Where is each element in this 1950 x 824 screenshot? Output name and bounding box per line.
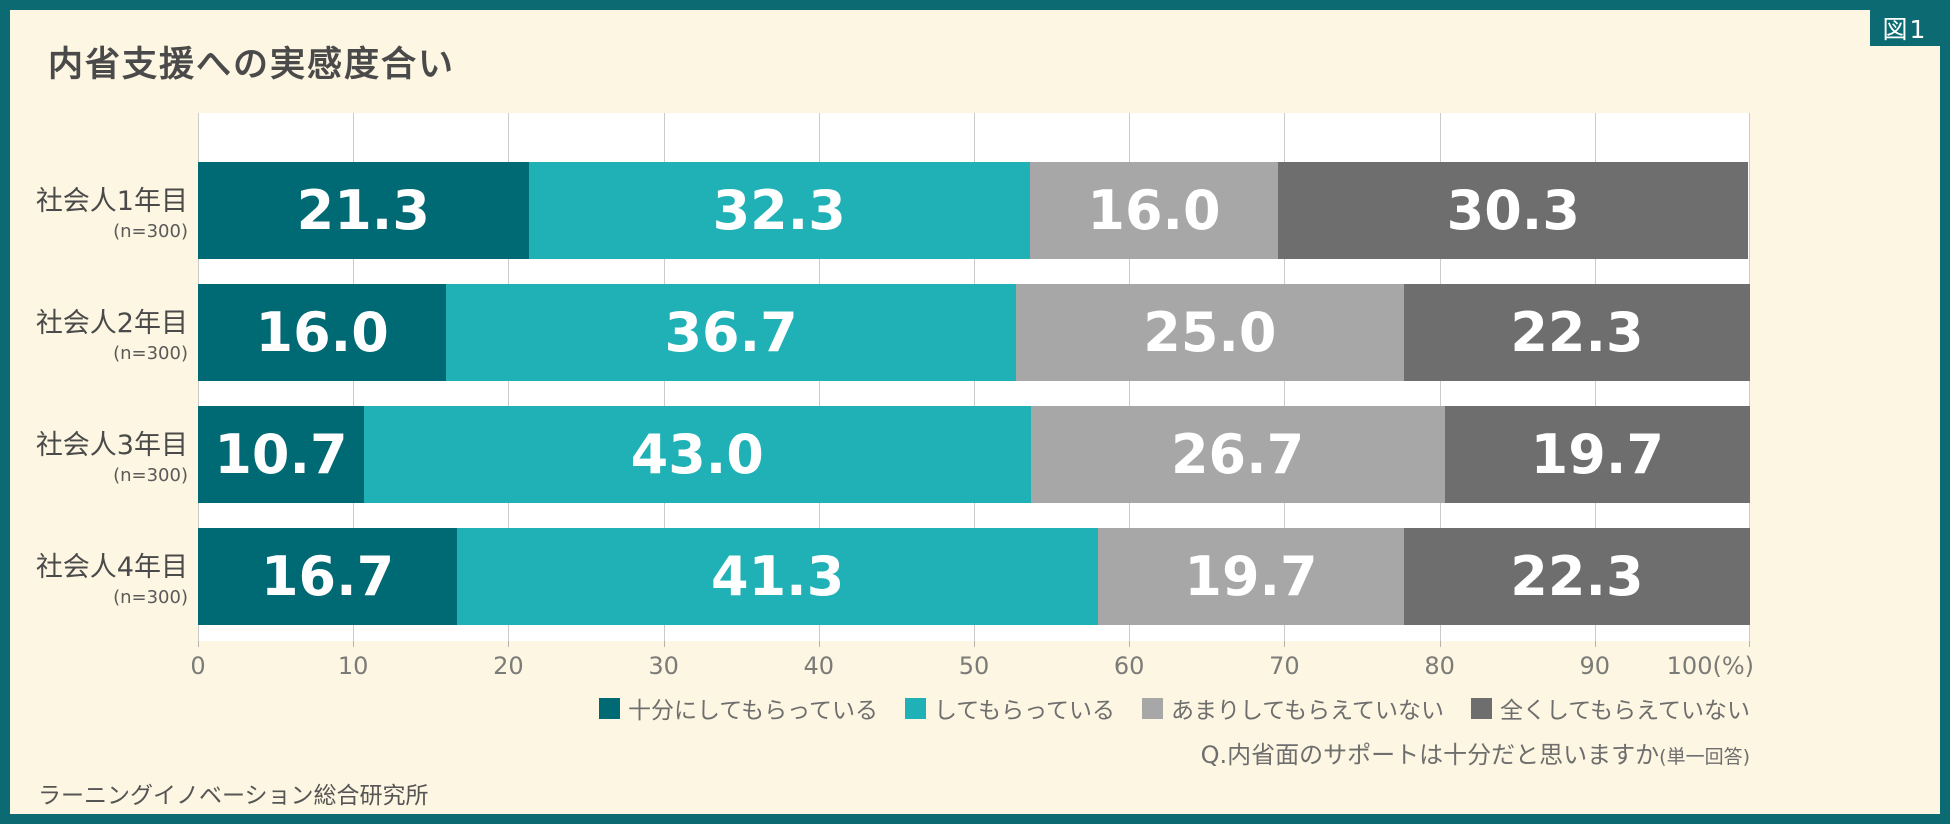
source-label: ラーニングイノベーション総合研究所 bbox=[38, 783, 429, 809]
bar-segment-十分にしてもらっている: 16.7 bbox=[198, 528, 458, 625]
row-label-text: 社会人4年目 bbox=[35, 552, 188, 583]
bar-segment-全くしてもらえていない: 22.3 bbox=[1403, 528, 1750, 625]
legend-label: してもらっている bbox=[933, 698, 1115, 724]
axis-tick-label: 0 bbox=[190, 652, 206, 680]
row-label-text: 社会人1年目 bbox=[35, 186, 188, 217]
bar-row: 16.7 41.3 19.7 22.3 bbox=[198, 528, 1750, 625]
bar-segment-してもらっている: 32.3 bbox=[528, 162, 1030, 259]
row-label-n: (n=300) bbox=[113, 343, 188, 364]
legend-item: してもらっている bbox=[904, 691, 1115, 725]
bar-segment-あまりしてもらえていない: 16.0 bbox=[1029, 162, 1279, 259]
bar-segment-十分にしてもらっている: 10.7 bbox=[198, 406, 364, 503]
legend-label: 全くしてもらえていない bbox=[1499, 698, 1750, 724]
axis-tick bbox=[663, 641, 665, 647]
axis-tick-label: 80 bbox=[1424, 652, 1455, 680]
axis-tick-label: 70 bbox=[1269, 652, 1300, 680]
survey-question-text: Q.内省面のサポートは十分だと思いますか bbox=[1200, 741, 1660, 769]
legend-item: 十分にしてもらっている bbox=[598, 691, 878, 725]
row-label-text: 社会人3年目 bbox=[35, 430, 188, 461]
bar-rows: 21.3 32.3 16.0 30.3 16.0 36.7 25.0 22.3 10.7 43.0… bbox=[198, 162, 1750, 650]
axis-tick-label: 10 bbox=[337, 652, 369, 680]
axis-tick bbox=[353, 641, 355, 647]
legend-label: 十分にしてもらっている bbox=[627, 698, 878, 724]
legend-label: あまりしてもらえていない bbox=[1170, 698, 1444, 724]
bar-segment-あまりしてもらえていない: 25.0 bbox=[1015, 284, 1404, 381]
bar-row: 21.3 32.3 16.0 30.3 bbox=[198, 162, 1750, 259]
axis-tick-label: 30 bbox=[648, 652, 679, 680]
x-axis: 0 10 20 30 40 50 60 70 80 90 100(%) bbox=[190, 641, 1754, 685]
row-label-n: (n=300) bbox=[113, 465, 188, 486]
row-label: 社会人4年目 (n=300) bbox=[20, 528, 188, 625]
bar-row: 10.7 43.0 26.7 19.7 bbox=[198, 406, 1750, 503]
row-label: 社会人2年目 (n=300) bbox=[20, 284, 188, 381]
legend-swatch bbox=[598, 697, 620, 719]
bar-segment-全くしてもらえていない: 22.3 bbox=[1403, 284, 1750, 381]
row-label-n: (n=300) bbox=[113, 221, 188, 242]
axis-tick bbox=[198, 641, 199, 647]
axis-tick bbox=[1439, 641, 1441, 647]
row-label: 社会人1年目 (n=300) bbox=[20, 162, 188, 259]
axis-tick bbox=[818, 641, 820, 647]
axis-tick bbox=[1129, 641, 1131, 647]
axis-tick-label: 50 bbox=[958, 652, 990, 680]
survey-question: Q.内省面のサポートは十分だと思いますか(単一回答) bbox=[198, 735, 1750, 770]
bar-segment-してもらっている: 43.0 bbox=[363, 406, 1031, 503]
survey-question-note: (単一回答) bbox=[1659, 746, 1750, 768]
bar-segment-十分にしてもらっている: 16.0 bbox=[198, 284, 447, 381]
axis-tick-label: 100(%) bbox=[1666, 652, 1754, 680]
category-labels: 社会人1年目 (n=300) 社会人2年目 (n=300) 社会人3年目 (n=300) 社… bbox=[20, 162, 188, 650]
axis-tick-label: 40 bbox=[803, 652, 835, 680]
bar-row: 16.0 36.7 25.0 22.3 bbox=[198, 284, 1750, 381]
legend-item: 全くしてもらえていない bbox=[1470, 691, 1750, 725]
axis-tick bbox=[974, 641, 975, 647]
legend-swatch bbox=[1141, 697, 1163, 719]
axis-tick-label: 90 bbox=[1579, 652, 1611, 680]
figure-badge: 図1 bbox=[1870, 10, 1940, 46]
axis-tick-label: 20 bbox=[493, 652, 524, 680]
bar-segment-全くしてもらえていない: 19.7 bbox=[1444, 406, 1750, 503]
legend-swatch bbox=[1470, 697, 1492, 719]
axis-tick bbox=[1749, 641, 1750, 647]
axis-tick-label: 60 bbox=[1113, 652, 1145, 680]
legend-item: あまりしてもらえていない bbox=[1141, 691, 1444, 725]
chart-title: 内省支援への実感度合い bbox=[48, 45, 456, 85]
bar-segment-あまりしてもらえていない: 19.7 bbox=[1098, 528, 1404, 625]
axis-tick bbox=[508, 641, 510, 647]
bar-segment-してもらっている: 41.3 bbox=[457, 528, 1099, 625]
row-label: 社会人3年目 (n=300) bbox=[20, 406, 188, 503]
legend-swatch bbox=[904, 697, 926, 719]
axis-tick bbox=[1284, 641, 1286, 647]
bar-segment-あまりしてもらえていない: 26.7 bbox=[1030, 406, 1445, 503]
bar-segment-十分にしてもらっている: 21.3 bbox=[198, 162, 529, 259]
row-label-n: (n=300) bbox=[113, 587, 188, 608]
axis-tick bbox=[1594, 641, 1596, 647]
plot-area: 21.3 32.3 16.0 30.3 16.0 36.7 25.0 22.3 10.7 43.0… bbox=[198, 113, 1750, 641]
legend: 十分にしてもらっている してもらっている あまりしてもらえていない 全くしてもらえてい… bbox=[198, 691, 1750, 725]
bar-segment-してもらっている: 36.7 bbox=[446, 284, 1016, 381]
bar-segment-全くしてもらえていない: 30.3 bbox=[1278, 162, 1749, 259]
row-label-text: 社会人2年目 bbox=[35, 308, 188, 339]
